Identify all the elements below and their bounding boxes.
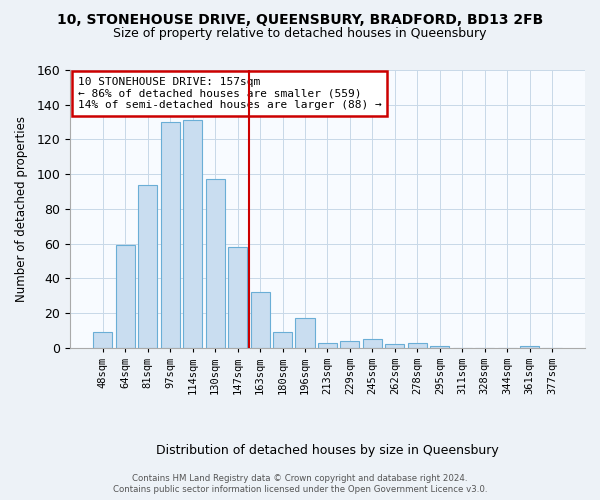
Bar [430, 346, 449, 348]
Bar [408, 343, 427, 348]
Bar [340, 341, 359, 348]
Bar [385, 344, 404, 348]
Text: 10, STONEHOUSE DRIVE, QUEENSBURY, BRADFORD, BD13 2FB: 10, STONEHOUSE DRIVE, QUEENSBURY, BRADFO… [57, 12, 543, 26]
Bar [138, 184, 157, 348]
Bar [273, 332, 292, 348]
Text: Size of property relative to detached houses in Queensbury: Size of property relative to detached ho… [113, 28, 487, 40]
Bar [206, 180, 225, 348]
Bar [116, 246, 135, 348]
Bar [363, 340, 382, 348]
Bar [94, 332, 112, 348]
Bar [228, 247, 247, 348]
X-axis label: Distribution of detached houses by size in Queensbury: Distribution of detached houses by size … [156, 444, 499, 458]
Bar [251, 292, 269, 348]
Bar [295, 318, 314, 348]
Bar [520, 346, 539, 348]
Y-axis label: Number of detached properties: Number of detached properties [15, 116, 28, 302]
Text: Contains HM Land Registry data © Crown copyright and database right 2024.
Contai: Contains HM Land Registry data © Crown c… [113, 474, 487, 494]
Bar [161, 122, 180, 348]
Bar [318, 343, 337, 348]
Bar [183, 120, 202, 348]
Text: 10 STONEHOUSE DRIVE: 157sqm
← 86% of detached houses are smaller (559)
14% of se: 10 STONEHOUSE DRIVE: 157sqm ← 86% of det… [77, 77, 382, 110]
